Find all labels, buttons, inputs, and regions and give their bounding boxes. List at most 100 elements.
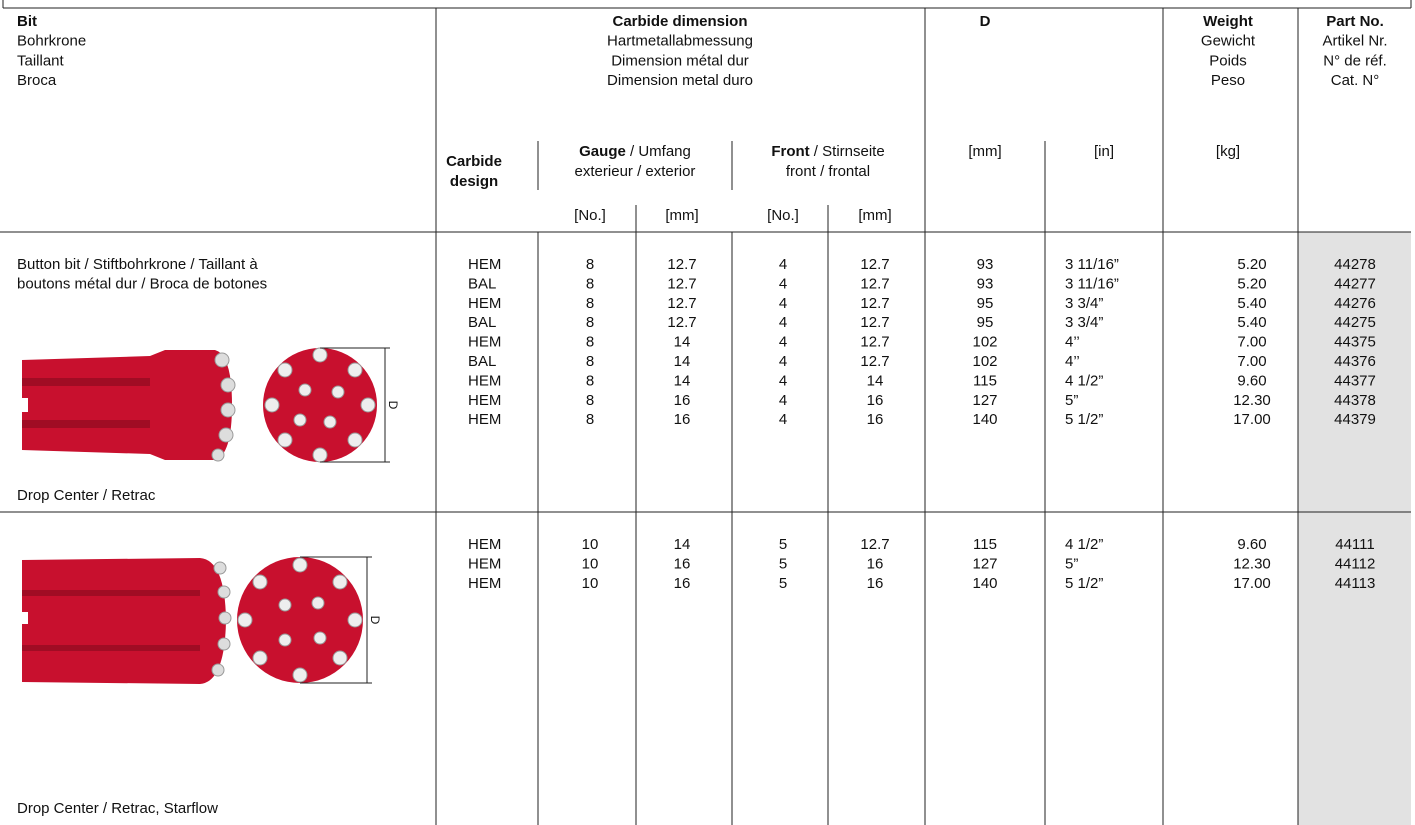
d-in: 3 3/4” <box>1065 314 1103 331</box>
d-in: 4’’ <box>1065 353 1080 370</box>
part-no: 44275 <box>1334 314 1376 331</box>
gauge-sub: exterieur / exterior <box>575 163 696 180</box>
part-no: 44112 <box>1335 555 1376 572</box>
d-in: 5” <box>1065 555 1078 572</box>
gauge-no: 8 <box>586 256 594 273</box>
weight-header: Peso <box>1211 72 1245 89</box>
part-no: 44276 <box>1334 295 1376 312</box>
gauge-mm: 12.7 <box>667 314 696 331</box>
d-in: 5” <box>1065 392 1078 409</box>
d-title: D <box>980 13 991 30</box>
part-no-header: N° de réf. <box>1323 52 1387 69</box>
front-no: 4 <box>779 275 787 292</box>
front-no: 4 <box>779 353 787 370</box>
carbide-dimension-header: Hartmetallabmessung <box>607 33 753 50</box>
front-no: 5 <box>779 575 787 592</box>
gauge-no: 8 <box>586 275 594 292</box>
gauge-mm: 16 <box>674 555 691 572</box>
front-no: 5 <box>779 536 787 553</box>
front-no: 4 <box>779 372 787 389</box>
part-no-header: Part No. <box>1326 13 1384 30</box>
unit-label: [No.] <box>574 207 606 224</box>
carbide-design: HEM <box>468 334 501 351</box>
bit-header: Taillant <box>17 52 65 69</box>
gauge-mm: 12.7 <box>667 275 696 292</box>
bit-header: Broca <box>17 72 57 89</box>
carbide-design: BAL <box>468 353 496 370</box>
d-in: 3 11/16” <box>1065 275 1119 292</box>
carbide-design: Carbide <box>446 153 502 170</box>
weight-header: Gewicht <box>1201 33 1256 50</box>
gauge-no: 8 <box>586 314 594 331</box>
front-no: 4 <box>779 295 787 312</box>
part-no-header: Artikel Nr. <box>1322 33 1387 50</box>
part-no: 44375 <box>1334 334 1376 351</box>
carbide-dimension-header: Dimension métal dur <box>611 52 749 69</box>
front-mm: 12.7 <box>860 536 889 553</box>
d-mm: 93 <box>977 275 994 292</box>
carbide-design: BAL <box>468 314 496 331</box>
d-mm: 102 <box>972 353 997 370</box>
part-no: 44378 <box>1334 392 1376 409</box>
part-no: 44278 <box>1334 256 1376 273</box>
gauge-mm: 14 <box>674 353 691 370</box>
weight-header: Weight <box>1203 13 1253 30</box>
d-mm: 93 <box>977 256 994 273</box>
d-mm: 115 <box>973 536 997 553</box>
gauge-no: 8 <box>586 411 594 428</box>
carbide-design: HEM <box>468 295 501 312</box>
part-no-header: Cat. N° <box>1331 72 1380 89</box>
front-no: 4 <box>779 392 787 409</box>
d-in: 4 1/2” <box>1065 372 1103 389</box>
svg-text:D: D <box>368 616 382 625</box>
gauge-mm: 16 <box>674 411 691 428</box>
bit-caption: Drop Center / Retrac <box>17 487 156 504</box>
weight: 5.40 <box>1237 314 1266 331</box>
d-mm: 102 <box>972 334 997 351</box>
part-no: 44113 <box>1335 575 1376 592</box>
d-mm: 95 <box>977 295 994 312</box>
d-in: 5 1/2” <box>1065 411 1103 428</box>
gauge-no: 8 <box>586 295 594 312</box>
gauge-no: 10 <box>582 575 599 592</box>
weight: 17.00 <box>1233 411 1271 428</box>
part-no: 44377 <box>1334 372 1376 389</box>
front-no: 4 <box>779 411 787 428</box>
unit-label: [kg] <box>1216 143 1240 160</box>
carbide-design: HEM <box>468 392 501 409</box>
bit-header: Bohrkrone <box>17 33 86 50</box>
gauge-no: 10 <box>582 536 599 553</box>
carbide-design: HEM <box>468 411 501 428</box>
d-mm: 140 <box>972 575 997 592</box>
gauge-no: 8 <box>586 372 594 389</box>
bit-description: boutons métal dur / Broca de botones <box>17 275 267 292</box>
part-no-shade <box>1298 232 1411 825</box>
d-mm: 115 <box>973 372 997 389</box>
part-no: 44111 <box>1335 536 1375 553</box>
weight: 5.40 <box>1237 295 1266 312</box>
part-no: 44379 <box>1334 411 1376 428</box>
d-in: 3 11/16” <box>1065 256 1119 273</box>
weight: 5.20 <box>1237 275 1266 292</box>
front-mm: 16 <box>867 411 884 428</box>
unit-label: [mm] <box>858 207 891 224</box>
d-mm: 95 <box>977 314 994 331</box>
front-mm: 16 <box>867 575 884 592</box>
gauge-no: 8 <box>586 334 594 351</box>
carbide-design: design <box>450 173 498 190</box>
gauge-mm: 14 <box>674 372 691 389</box>
front-mm: 12.7 <box>860 295 889 312</box>
front-mm: 12.7 <box>860 334 889 351</box>
front-mm: 16 <box>867 555 884 572</box>
weight-header: Poids <box>1209 52 1247 69</box>
front-mm: 16 <box>867 392 884 409</box>
gauge-mm: 16 <box>674 575 691 592</box>
gauge-no: 8 <box>586 353 594 370</box>
d-in: 4’’ <box>1065 334 1080 351</box>
front-rest: / Stirnseite <box>810 143 885 160</box>
bit-image-2: D <box>20 556 382 684</box>
front-mm: 12.7 <box>860 256 889 273</box>
gauge-title: Gauge / Umfang <box>579 143 691 160</box>
front-mm: 14 <box>867 372 884 389</box>
